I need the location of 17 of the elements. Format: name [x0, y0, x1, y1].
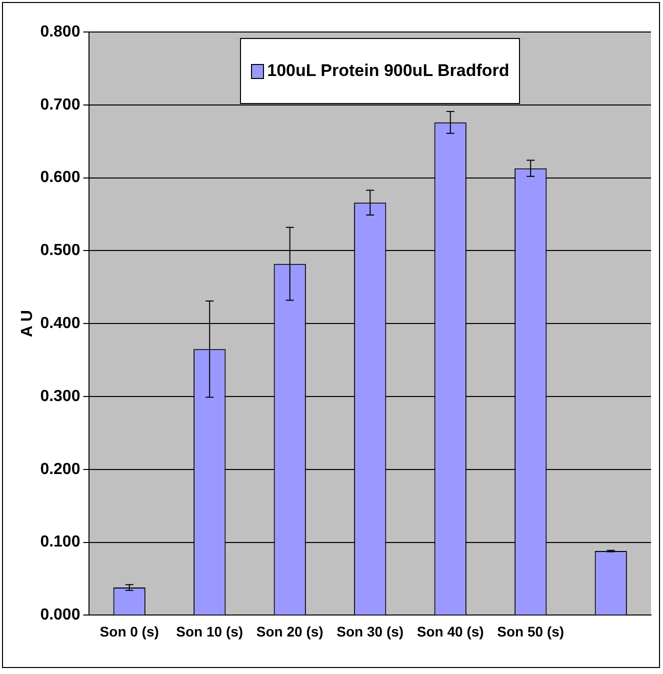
y-tick-label: 0.100 — [40, 534, 80, 551]
x-tick-label: Son 10 (s) — [176, 623, 244, 640]
y-tick-label: 0.800 — [40, 23, 80, 40]
y-tick-label: 0.500 — [40, 242, 80, 260]
y-tick-label: 0.700 — [40, 96, 80, 114]
y-tick-label: 0.000 — [40, 606, 80, 624]
y-tick-label: 0.600 — [40, 169, 80, 186]
legend-label: 100uL Protein 900uL Bradford — [267, 61, 510, 81]
y-axis-title: A U — [19, 310, 36, 338]
y-tick-label: 0.200 — [40, 460, 80, 478]
x-tick-label: Son 50 (s) — [497, 623, 564, 640]
x-tick-label: Son 40 (s) — [416, 623, 484, 640]
x-tick-label: Son 0 (s) — [100, 623, 159, 640]
y-tick-label: 0.300 — [40, 388, 80, 405]
y-tick-label: 0.400 — [40, 315, 80, 332]
x-tick-label: Son 20 (s) — [256, 623, 324, 640]
x-tick-label: Son 30 (s) — [336, 623, 404, 640]
